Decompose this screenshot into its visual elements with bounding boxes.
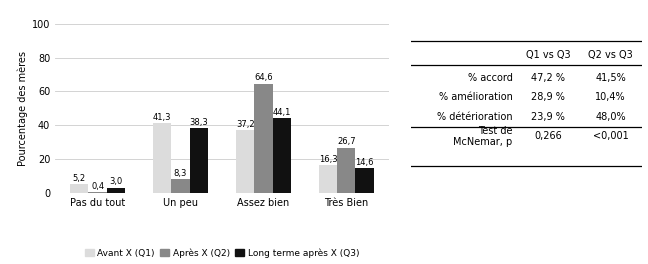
Bar [89, 192, 107, 193]
Text: 16,3: 16,3 [319, 155, 338, 164]
Text: 23,9 %: 23,9 % [531, 112, 565, 122]
Text: 8,3: 8,3 [174, 168, 187, 177]
Legend: Avant X (Q1), Après X (Q2), Long terme après X (Q3): Avant X (Q1), Après X (Q2), Long terme a… [81, 244, 363, 261]
Text: 0,266: 0,266 [535, 131, 562, 141]
Text: 47,2 %: 47,2 % [531, 73, 565, 83]
Bar [273, 118, 291, 193]
Text: 48,0%: 48,0% [595, 112, 626, 122]
Text: 37,2: 37,2 [236, 120, 255, 129]
Bar [337, 148, 355, 193]
Text: 64,6: 64,6 [254, 73, 273, 82]
Text: Q1 vs Q3: Q1 vs Q3 [526, 50, 571, 60]
Text: 44,1: 44,1 [272, 108, 291, 117]
Bar [171, 179, 190, 193]
Text: Q2 vs Q3: Q2 vs Q3 [588, 50, 633, 60]
Bar [70, 184, 89, 193]
Text: 28,9 %: 28,9 % [531, 92, 565, 102]
Text: % amélioration: % amélioration [439, 92, 513, 102]
Bar [190, 128, 208, 193]
Text: 0,4: 0,4 [91, 182, 104, 191]
Text: 41,5%: 41,5% [595, 73, 626, 83]
Bar [254, 84, 273, 193]
Bar [355, 168, 374, 193]
Text: 38,3: 38,3 [189, 118, 208, 127]
Y-axis label: Pourcentage des mères: Pourcentage des mères [17, 51, 28, 166]
Text: % accord: % accord [468, 73, 513, 83]
Text: 3,0: 3,0 [110, 177, 122, 186]
Text: 14,6: 14,6 [355, 158, 374, 167]
Text: 10,4%: 10,4% [595, 92, 626, 102]
Bar [236, 130, 254, 193]
Text: 41,3: 41,3 [153, 113, 172, 122]
Text: 26,7: 26,7 [337, 138, 356, 147]
Bar [319, 165, 337, 193]
Text: <0,001: <0,001 [592, 131, 629, 141]
Text: Test de
McNemar, p: Test de McNemar, p [454, 125, 513, 147]
Text: % détérioration: % détérioration [437, 112, 513, 122]
Bar [153, 123, 171, 193]
Bar [107, 188, 125, 193]
Text: 5,2: 5,2 [73, 174, 86, 183]
